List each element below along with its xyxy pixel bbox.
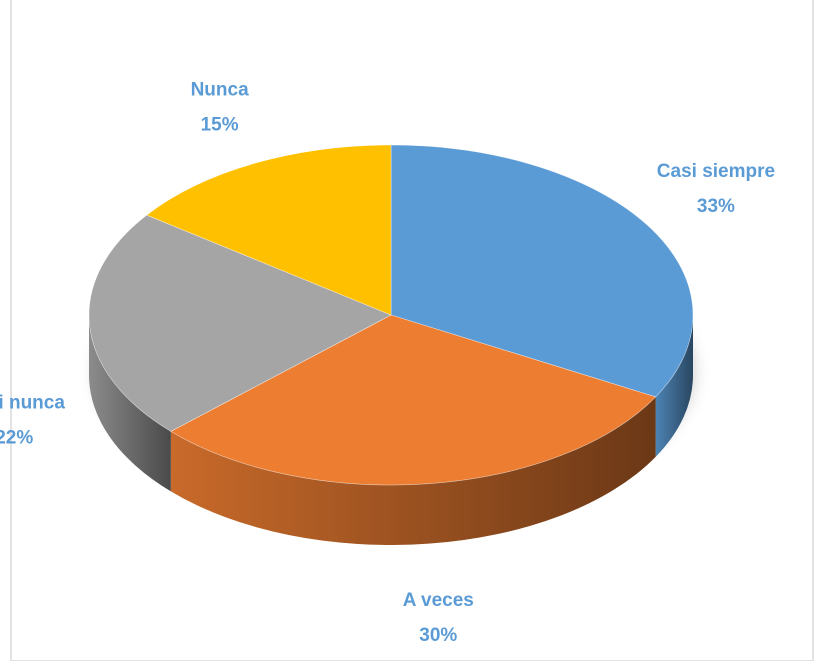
data-label-percent: 33% (697, 196, 735, 217)
data-label-percent: 30% (419, 625, 457, 646)
data-label-casi-siempre: Casi siempre 33% (657, 161, 775, 217)
data-label-category: A veces (403, 590, 474, 611)
data-label-nunca: Nunca 15% (191, 80, 250, 136)
data-label-percent: 15% (201, 115, 239, 136)
pie-slice-casi-nunca (88, 214, 392, 432)
pie-slice-casi-siempre (390, 144, 694, 398)
data-label-category: Nunca (191, 80, 250, 101)
data-label-category: Casi siempre (657, 161, 775, 182)
pie-side-casi-siempre (655, 315, 693, 457)
data-label-casi-nunca: Casi nunca 22% (0, 392, 65, 448)
data-label-percent: 22% (0, 427, 33, 448)
data-label-a-veces: A veces 30% (403, 590, 474, 646)
pie-slice-a-veces (170, 314, 657, 486)
pie-side-a-veces (170, 396, 656, 546)
pie-side-casi-nunca (89, 315, 171, 492)
data-label-category: Casi nunca (0, 392, 65, 413)
pie-slice-nunca (146, 144, 392, 316)
